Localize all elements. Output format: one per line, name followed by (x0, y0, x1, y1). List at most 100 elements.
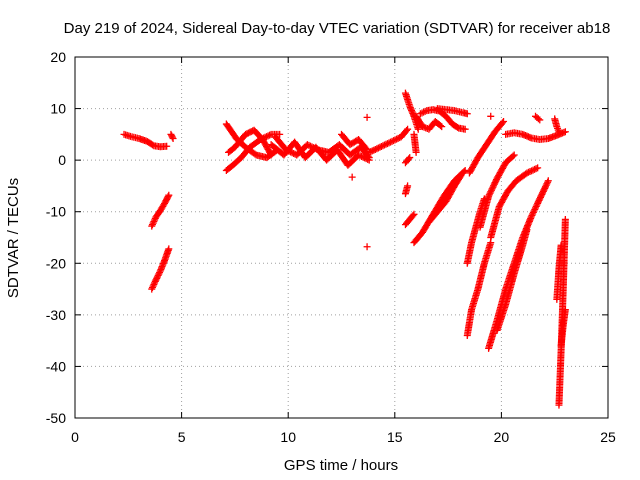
data-point-marker (527, 213, 535, 221)
data-point-marker (266, 131, 274, 139)
data-point-marker (536, 193, 544, 201)
data-point-marker (305, 141, 313, 149)
data-point-marker (164, 193, 172, 201)
data-point-marker (284, 147, 292, 155)
data-point-marker (510, 151, 518, 159)
series-arc-34 (557, 306, 569, 350)
data-point-marker (537, 192, 545, 200)
chart-title: Day 219 of 2024, Sidereal Day-to-day VTE… (64, 20, 611, 37)
data-point-marker (403, 126, 411, 134)
data-point-marker (151, 216, 159, 224)
data-point-marker (539, 189, 547, 197)
data-point-marker (486, 189, 494, 197)
y-tick-label: -40 (46, 358, 66, 374)
data-point-marker (266, 150, 274, 158)
x-tick-label: 5 (178, 429, 186, 445)
data-point-marker (374, 144, 382, 152)
data-point-marker (169, 134, 177, 142)
data-point-marker (460, 168, 468, 176)
x-tick-label: 15 (387, 429, 403, 445)
data-point-marker (528, 211, 536, 219)
data-point-marker (491, 179, 499, 187)
series-arc-7 (225, 126, 275, 159)
data-point-marker (538, 190, 546, 198)
data-point-marker (490, 182, 498, 190)
data-point-marker (532, 165, 540, 173)
series-arc-12 (401, 89, 422, 133)
data-point-marker (151, 277, 159, 285)
data-point-marker (276, 130, 284, 138)
data-point-marker (557, 241, 565, 249)
data-point-marker (414, 125, 422, 133)
x-tick-label: 20 (494, 429, 510, 445)
data-point-marker (534, 115, 542, 123)
data-point-marker (532, 202, 540, 210)
data-point-marker (168, 133, 176, 141)
series-arc-19 (401, 210, 418, 229)
data-point-marker (420, 108, 428, 116)
data-point-marker (311, 144, 319, 152)
data-point-marker (308, 143, 316, 151)
data-point-marker (529, 166, 537, 174)
data-point-marker (165, 191, 173, 199)
data-point-marker (410, 210, 418, 218)
series-arc-1 (120, 130, 171, 151)
data-point-marker (150, 280, 158, 288)
x-tick-label: 25 (600, 429, 616, 445)
data-point-marker (148, 221, 156, 229)
data-point-marker (412, 148, 420, 156)
x-tick-label: 10 (280, 429, 296, 445)
data-point-marker (536, 116, 544, 124)
data-point-marker (385, 139, 393, 147)
data-point-marker (526, 168, 534, 176)
data-point-marker (388, 137, 396, 145)
data-point-marker (492, 177, 500, 185)
data-point-marker (534, 164, 542, 172)
data-point-marker (509, 152, 517, 160)
data-point-marker (362, 145, 370, 153)
data-point-marker (534, 199, 542, 207)
data-point-marker (463, 110, 471, 118)
data-point-marker (541, 183, 549, 191)
series-arc-33 (553, 241, 565, 303)
data-point-marker (540, 186, 548, 194)
data-point-marker (267, 151, 275, 159)
series-arc-11 (365, 125, 412, 156)
data-point-marker (376, 143, 384, 151)
series-arc-13 (412, 112, 446, 133)
data-point-marker (528, 167, 536, 175)
data-point-marker (542, 181, 550, 189)
data-point-marker (148, 222, 156, 230)
x-tick-label: 0 (71, 429, 79, 445)
data-point-marker (365, 148, 373, 156)
series-arc-9 (271, 133, 373, 162)
data-point-marker (383, 140, 391, 148)
data-point-marker (561, 306, 569, 314)
series-arc-15 (433, 105, 471, 118)
data-point-marker (561, 128, 569, 136)
data-point-marker (539, 187, 547, 195)
data-point-marker (264, 132, 272, 140)
data-point-marker (416, 110, 424, 118)
data-point-marker (489, 183, 497, 191)
data-point-marker (498, 119, 506, 127)
data-point-marker (544, 178, 552, 186)
data-point-marker (285, 147, 293, 155)
data-point-marker (282, 146, 290, 154)
data-point-marker (500, 117, 508, 125)
series-arc-28 (493, 226, 531, 334)
series-arc-22 (465, 117, 508, 177)
data-point-marker (313, 145, 321, 153)
series-arc-16 (410, 130, 420, 156)
data-point-marker (523, 226, 531, 234)
data-point-marker (523, 169, 531, 177)
data-point-marker (405, 155, 413, 163)
isolated-data-point (348, 173, 356, 181)
data-point-marker (364, 152, 372, 160)
y-tick-label: -30 (46, 307, 66, 323)
data-point-marker (533, 201, 541, 209)
data-point-marker (530, 207, 538, 215)
data-point-marker (541, 184, 549, 192)
data-point-marker (488, 185, 496, 193)
